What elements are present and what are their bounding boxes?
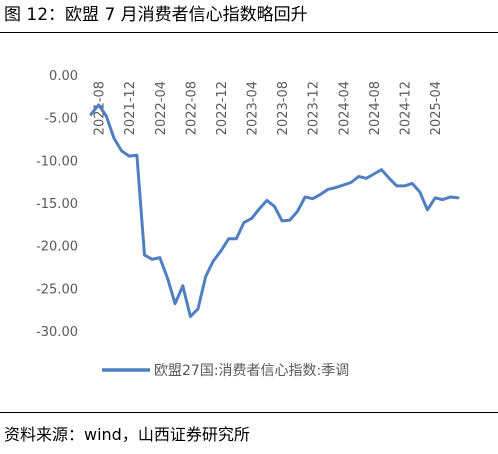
x-tick-label: 2022-08	[184, 81, 199, 135]
x-tick-label: 2024-12	[398, 81, 413, 135]
y-tick-label: -30.00	[36, 325, 78, 340]
x-tick-label: 2022-12	[215, 81, 230, 135]
x-tick-label: 2023-08	[276, 81, 291, 135]
x-tick-label: 2022-04	[154, 81, 169, 135]
y-tick-label: 0.00	[49, 69, 78, 84]
x-tick-label: 2023-04	[246, 81, 261, 135]
legend: 欧盟27国:消费者信心指数:季调	[102, 363, 349, 379]
legend-label: 欧盟27国:消费者信心指数:季调	[154, 363, 349, 379]
x-tick-label: 2024-04	[337, 81, 352, 135]
y-tick-label: -10.00	[36, 154, 78, 169]
bottom-rule	[0, 412, 498, 413]
source-note: 资料来源：wind，山西证券研究所	[4, 425, 250, 444]
x-tick-label: 2023-12	[307, 81, 322, 135]
x-tick-label: 2025-04	[429, 81, 444, 135]
series-line	[89, 103, 460, 318]
figure-title: 图 12：欧盟 7 月消费者信心指数略回升	[4, 5, 308, 25]
x-tick-label: 2021-12	[123, 81, 138, 135]
y-tick-label: -25.00	[36, 282, 78, 297]
line-chart: 0.00-5.00-10.00-15.00-20.00-25.00-30.00 …	[36, 69, 460, 379]
top-rule	[0, 32, 498, 33]
y-tick-label: -5.00	[44, 112, 78, 127]
y-tick-label: -20.00	[36, 240, 78, 255]
y-tick-label: -15.00	[36, 197, 78, 212]
series-layer	[89, 103, 460, 318]
x-axis-ticks: 2021-08 2021-12 2022-04 2022-08 2022-12 2023-…	[93, 81, 444, 135]
y-axis-ticks: 0.00 -5.00 -10.00 -15.00 -20.00 -25.00 -30.00	[36, 69, 78, 340]
x-tick-label: 2024-08	[368, 81, 383, 135]
